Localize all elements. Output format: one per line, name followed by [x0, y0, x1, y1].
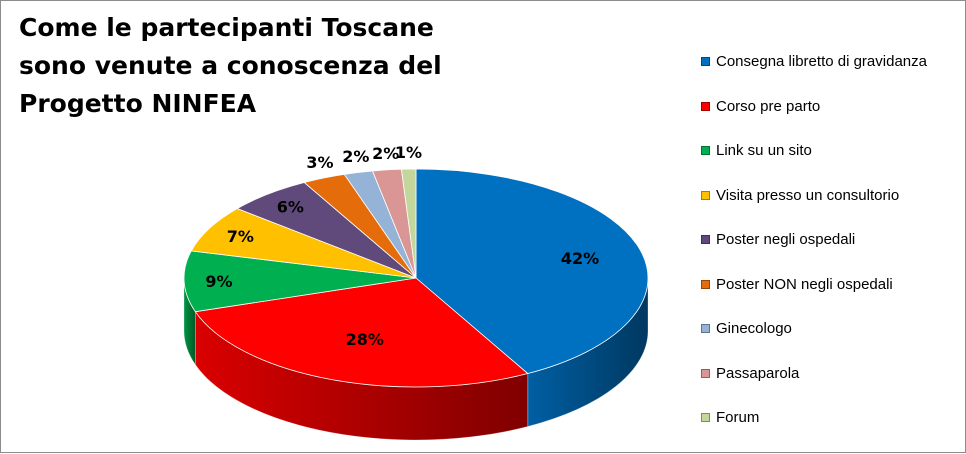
data-label-4: 6%: [277, 198, 304, 217]
legend-swatch-2: [701, 146, 710, 155]
chart-title: Come le partecipanti Toscane sono venute…: [19, 13, 442, 118]
legend-swatch-5: [701, 279, 710, 289]
legend-item-5: Poster NON negli ospedali: [701, 276, 927, 321]
pie-slice-2: [183, 250, 417, 313]
legend-swatch-4: [701, 235, 710, 244]
legend-swatch-1: [701, 101, 710, 111]
legend-item-3: Visita presso un consultorio: [701, 187, 927, 232]
legend-swatch-3: [701, 190, 710, 200]
legend-swatch-8: [701, 413, 710, 422]
data-label-6: 2%: [342, 147, 369, 166]
legend-label-4: Poster negli ospedali: [716, 231, 856, 248]
legend-swatch-0: [701, 57, 710, 66]
pie-slice-3: [190, 208, 417, 279]
pie-slice-1: [194, 277, 529, 388]
legend: Consegna libretto di gravidanza Corso pre…: [701, 53, 927, 454]
legend-item-6: Ginecologo: [701, 320, 927, 365]
legend-label-8: Forum: [716, 409, 760, 426]
legend-label-5: Poster NON negli ospedali: [716, 275, 893, 293]
legend-item-2: Link su un sito: [701, 142, 927, 187]
legend-item-0: Consegna libretto di gravidanza: [701, 53, 927, 98]
data-label-2: 9%: [205, 272, 232, 291]
legend-label-3: Visita presso un consultorio: [716, 186, 900, 204]
legend-swatch-7: [701, 368, 710, 378]
legend-item-8: Forum: [701, 409, 927, 454]
legend-label-1: Corso pre parto: [716, 97, 821, 115]
legend-item-7: Passaparola: [701, 365, 927, 410]
data-label-5: 3%: [306, 153, 333, 172]
legend-item-1: Corso pre parto: [701, 98, 927, 143]
pie-slice-8: [400, 168, 417, 279]
legend-label-6: Ginecologo: [716, 320, 792, 337]
legend-label-0: Consegna libretto di gravidanza: [716, 53, 927, 70]
legend-label-7: Passaparola: [716, 364, 800, 382]
data-label-1: 28%: [346, 330, 384, 349]
data-label-7: 2%: [372, 144, 399, 163]
data-label-8: 1%: [395, 143, 422, 162]
data-label-0: 42%: [561, 249, 599, 268]
data-label-3: 7%: [227, 227, 254, 246]
legend-label-2: Link su un sito: [716, 142, 812, 159]
legend-swatch-6: [701, 324, 710, 333]
pie-slice-0: [415, 168, 649, 374]
legend-item-4: Poster negli ospedali: [701, 231, 927, 276]
